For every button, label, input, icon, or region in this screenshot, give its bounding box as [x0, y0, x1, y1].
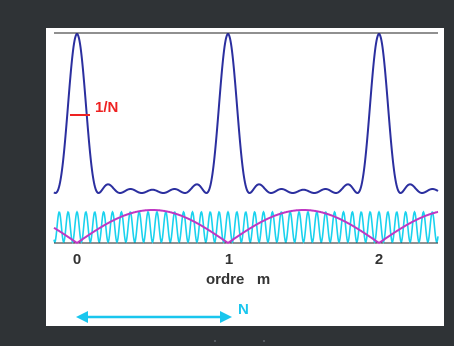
- envelope-curve: [53, 209, 439, 245]
- order-tick-2: 2: [375, 251, 383, 268]
- bottom-dot-left: [214, 340, 216, 342]
- n-arrow-right-head: [220, 311, 232, 323]
- grating-diffraction-diagram: 1/N 0 1 2 ordre m N: [53, 32, 439, 323]
- order-tick-0: 0: [73, 251, 81, 268]
- intensity-curve: [53, 32, 439, 195]
- n-arrow-left-head: [76, 311, 88, 323]
- diagram-panel: 1/N 0 1 2 ordre m N: [46, 28, 444, 326]
- fast-fringe-curve: [53, 210, 439, 244]
- order-axis-label: ordre m: [206, 271, 270, 288]
- width-label: 1/N: [95, 99, 118, 116]
- bottom-dot-right: [263, 340, 265, 342]
- n-label: N: [238, 301, 249, 318]
- order-tick-1: 1: [225, 251, 233, 268]
